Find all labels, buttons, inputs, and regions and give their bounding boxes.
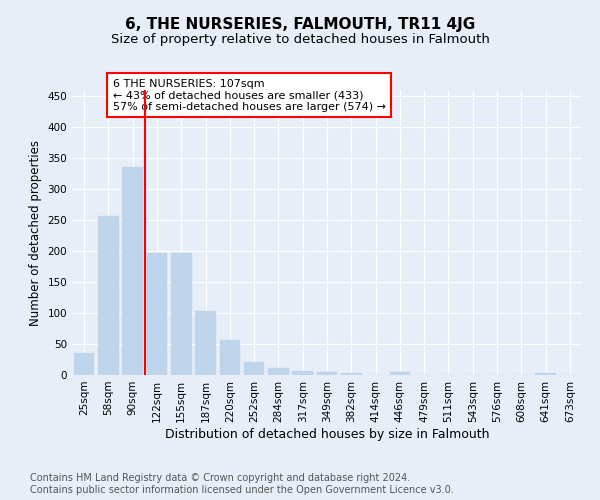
Bar xyxy=(98,216,119,375)
Bar xyxy=(74,354,94,375)
Bar xyxy=(268,368,289,375)
Bar xyxy=(292,370,313,375)
Text: Size of property relative to detached houses in Falmouth: Size of property relative to detached ho… xyxy=(110,32,490,46)
Bar xyxy=(220,340,240,375)
Bar xyxy=(146,253,167,375)
Text: 6, THE NURSERIES, FALMOUTH, TR11 4JG: 6, THE NURSERIES, FALMOUTH, TR11 4JG xyxy=(125,18,475,32)
Bar xyxy=(317,372,337,375)
Bar xyxy=(171,253,191,375)
Y-axis label: Number of detached properties: Number of detached properties xyxy=(29,140,42,326)
Bar xyxy=(122,168,143,375)
Bar xyxy=(341,372,362,375)
Text: Contains HM Land Registry data © Crown copyright and database right 2024.
Contai: Contains HM Land Registry data © Crown c… xyxy=(30,474,454,495)
Bar xyxy=(195,310,216,375)
Bar xyxy=(244,362,265,375)
X-axis label: Distribution of detached houses by size in Falmouth: Distribution of detached houses by size … xyxy=(165,428,489,440)
Text: 6 THE NURSERIES: 107sqm
← 43% of detached houses are smaller (433)
57% of semi-d: 6 THE NURSERIES: 107sqm ← 43% of detache… xyxy=(113,78,386,112)
Bar xyxy=(389,372,410,375)
Bar xyxy=(535,372,556,375)
